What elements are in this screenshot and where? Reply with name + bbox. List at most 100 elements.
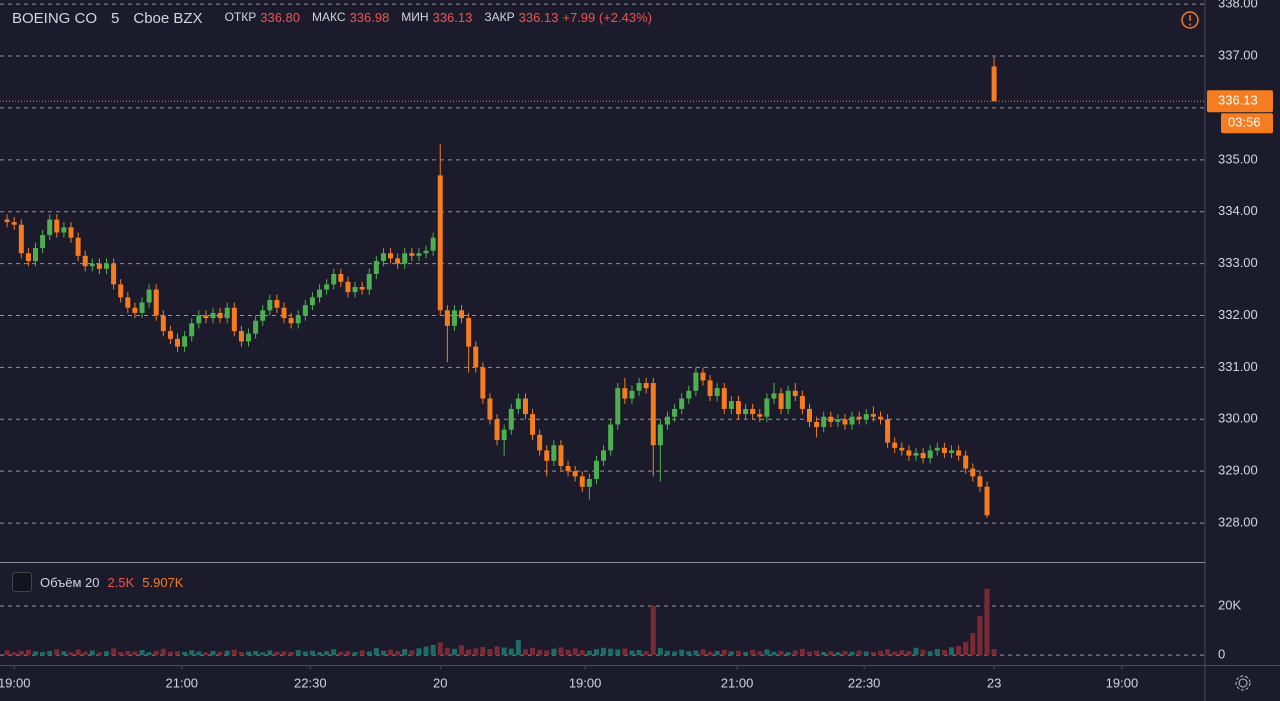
candle-body [849, 416, 855, 425]
volume-bar [956, 645, 962, 656]
candle-body [508, 408, 514, 430]
volume-bar [260, 652, 266, 656]
candle-body [111, 263, 117, 285]
candle-body [743, 408, 749, 415]
volume-bar [267, 650, 273, 656]
volume-bar [437, 642, 443, 656]
candle-body [302, 305, 308, 316]
volume-bar [423, 646, 429, 656]
candle-body [309, 297, 315, 306]
volume-bar [849, 651, 855, 656]
volume-bar [380, 650, 386, 656]
candle-body [118, 284, 124, 298]
volume-bar [82, 651, 88, 656]
candle-body [842, 419, 848, 425]
candle-body [54, 219, 60, 233]
volume-bar [203, 652, 209, 656]
warning-icon[interactable] [1181, 11, 1199, 29]
candle-body [139, 302, 145, 313]
low-value: 336.13 [432, 10, 473, 25]
candle-body [622, 388, 628, 399]
volume-bar [828, 651, 834, 656]
candle-body [473, 346, 479, 368]
volume-bar [189, 650, 195, 656]
candle-body [402, 253, 408, 264]
volume-bar [544, 650, 550, 656]
y-tick-label: 332.00 [1218, 307, 1258, 322]
volume-bar [182, 651, 188, 656]
candle-body [515, 398, 521, 409]
candle-body [629, 390, 635, 399]
candle-body [352, 286, 358, 293]
volume-bar [25, 649, 31, 656]
candle-body [601, 450, 607, 461]
volume-bar [508, 648, 514, 656]
candle-body [253, 320, 259, 334]
volume-bar [104, 651, 110, 656]
candle-body [785, 390, 791, 409]
volume-bar [664, 650, 670, 656]
candle-body [295, 315, 301, 324]
candle-body [409, 253, 415, 256]
close-label: ЗАКР [484, 10, 515, 24]
volume-bar [352, 651, 358, 656]
volume-bar [892, 651, 898, 656]
x-tick-label: 21:00 [721, 675, 754, 690]
x-tick-label: 19:00 [569, 675, 602, 690]
volume-bar [806, 651, 812, 656]
countdown-label: 03:56 [1228, 115, 1261, 130]
candle-body [104, 263, 110, 269]
candle-body [558, 445, 564, 466]
candle-body [281, 307, 287, 319]
x-tick-label: 22:30 [294, 675, 327, 690]
high-value: 336.98 [349, 10, 390, 25]
candle-body [941, 447, 947, 454]
candle-body [799, 395, 805, 409]
volume-bar [373, 648, 379, 656]
volume-bar [672, 651, 678, 656]
candle-body [707, 380, 713, 396]
volume-bar [842, 650, 848, 656]
volume-bar [118, 651, 124, 656]
volume-bar [210, 650, 216, 656]
volume-bar [61, 651, 67, 656]
interval[interactable]: 5 [111, 10, 120, 27]
volume-bar [927, 651, 933, 656]
volume-bar [40, 651, 46, 656]
x-tick-label: 19:00 [0, 675, 30, 690]
volume-bar [792, 650, 798, 656]
candle-body [572, 471, 578, 477]
candle-body [721, 388, 727, 409]
candle-body [650, 382, 656, 446]
volume-bar [693, 650, 699, 656]
volume-bar [984, 588, 990, 656]
volume-bar [530, 647, 536, 656]
candle-body [373, 261, 379, 274]
countdown-tag [1221, 113, 1273, 134]
y-tick-label: 338.00 [1218, 0, 1258, 11]
candle-body [196, 315, 202, 324]
settings-icon[interactable] [1235, 675, 1251, 691]
volume-bar [444, 647, 450, 656]
volume-bar [196, 651, 202, 656]
warning-icon [1189, 23, 1191, 26]
collapse-button[interactable] [12, 572, 32, 592]
volume-bar [934, 649, 940, 656]
open-label: ОТКР [224, 10, 257, 24]
volume-bar [309, 650, 315, 656]
volume-tick-label: 20K [1218, 597, 1241, 612]
volume-bar [494, 646, 500, 656]
volume-bar [537, 650, 543, 656]
volume-bar [402, 649, 408, 656]
volume-bar [466, 649, 472, 656]
candle-body [750, 408, 756, 415]
volume-bar [757, 651, 763, 656]
candle-body [821, 416, 827, 428]
candle-body [217, 312, 223, 319]
volume-bar [707, 651, 713, 656]
volume-bar [430, 644, 436, 656]
candle-body [40, 235, 46, 249]
candle-body [565, 465, 571, 472]
symbol[interactable]: BOEING CO [12, 10, 98, 27]
